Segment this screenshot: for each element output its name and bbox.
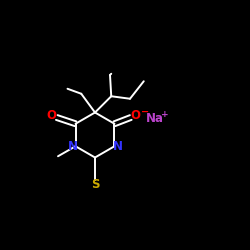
Text: −: − [141, 107, 149, 117]
Text: N: N [68, 140, 78, 153]
Text: S: S [91, 178, 99, 191]
Text: O: O [46, 109, 56, 122]
Text: N: N [112, 140, 122, 153]
Text: O: O [130, 109, 140, 122]
Text: +: + [162, 110, 169, 119]
Text: Na: Na [146, 112, 164, 125]
